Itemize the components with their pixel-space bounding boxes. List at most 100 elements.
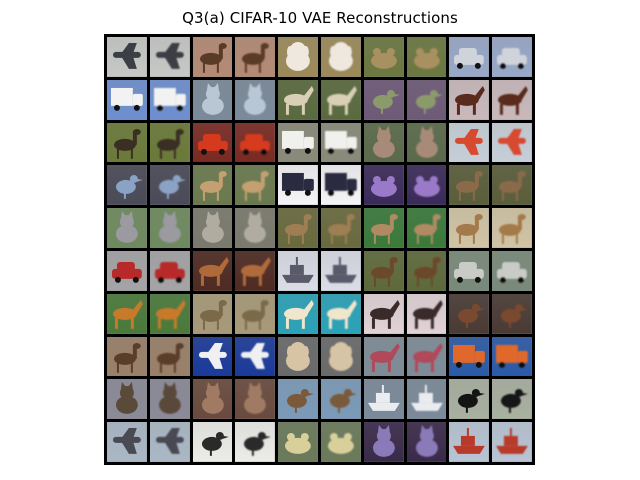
- reconstructed-image: [149, 336, 190, 377]
- original-image: [107, 336, 147, 377]
- original-image: [192, 379, 233, 420]
- reconstructed-image: [320, 37, 361, 77]
- original-image: [278, 79, 318, 120]
- original-image: [192, 250, 233, 291]
- reconstructed-image: [406, 79, 447, 120]
- original-image: [363, 37, 404, 77]
- original-image: [107, 122, 147, 163]
- original-image: [278, 422, 318, 462]
- reconstructed-image: [235, 379, 276, 420]
- reconstructed-image: [406, 208, 447, 248]
- original-image: [449, 336, 490, 377]
- reconstructed-image: [406, 336, 447, 377]
- original-image: [449, 250, 490, 291]
- reconstructed-image: [235, 208, 276, 248]
- original-image: [449, 422, 490, 462]
- reconstructed-image: [492, 79, 532, 120]
- reconstructed-image: [149, 250, 190, 291]
- original-image: [278, 37, 318, 77]
- original-image: [192, 336, 233, 377]
- reconstructed-image: [492, 336, 532, 377]
- original-image: [363, 165, 404, 206]
- original-image: [107, 422, 147, 462]
- reconstructed-image: [492, 379, 532, 420]
- reconstructed-image: [406, 422, 447, 462]
- original-image: [363, 208, 404, 248]
- reconstructed-image: [492, 122, 532, 163]
- reconstructed-image: [320, 250, 361, 291]
- original-image: [192, 37, 233, 77]
- reconstructed-image: [235, 336, 276, 377]
- original-image: [449, 122, 490, 163]
- reconstructed-image: [406, 122, 447, 163]
- figure-title: Q3(a) CIFAR-10 VAE Reconstructions: [182, 9, 458, 27]
- original-image: [449, 79, 490, 120]
- reconstructed-image: [149, 37, 190, 77]
- original-image: [192, 293, 233, 334]
- reconstructed-image: [492, 422, 532, 462]
- original-image: [363, 379, 404, 420]
- reconstructed-image: [235, 250, 276, 291]
- original-image: [107, 250, 147, 291]
- reconstructed-image: [149, 208, 190, 248]
- reconstructed-image: [320, 422, 361, 462]
- reconstructed-image: [235, 293, 276, 334]
- reconstructed-image: [149, 293, 190, 334]
- original-image: [449, 165, 490, 206]
- reconstructed-image: [320, 165, 361, 206]
- reconstructed-image: [320, 208, 361, 248]
- original-image: [363, 79, 404, 120]
- reconstructed-image: [320, 379, 361, 420]
- original-image: [192, 79, 233, 120]
- original-image: [107, 208, 147, 248]
- original-image: [192, 165, 233, 206]
- reconstructed-image: [235, 79, 276, 120]
- reconstructed-image: [320, 79, 361, 120]
- reconstructed-image: [235, 422, 276, 462]
- original-image: [363, 293, 404, 334]
- reconstructed-image: [406, 250, 447, 291]
- reconstructed-image: [320, 122, 361, 163]
- reconstructed-image: [149, 165, 190, 206]
- original-image: [278, 165, 318, 206]
- reconstructed-image: [406, 165, 447, 206]
- original-image: [278, 122, 318, 163]
- original-image: [449, 379, 490, 420]
- reconstructed-image: [320, 293, 361, 334]
- original-image: [192, 208, 233, 248]
- original-image: [278, 208, 318, 248]
- reconstructed-image: [492, 208, 532, 248]
- reconstructed-image: [235, 122, 276, 163]
- reconstructed-image: [492, 37, 532, 77]
- reconstructed-image: [406, 37, 447, 77]
- original-image: [363, 336, 404, 377]
- original-image: [107, 79, 147, 120]
- original-image: [278, 336, 318, 377]
- original-image: [107, 37, 147, 77]
- original-image: [107, 293, 147, 334]
- reconstructed-image: [492, 293, 532, 334]
- original-image: [363, 422, 404, 462]
- original-image: [192, 422, 233, 462]
- original-image: [449, 293, 490, 334]
- original-image: [278, 379, 318, 420]
- reconstructed-image: [149, 122, 190, 163]
- original-image: [107, 165, 147, 206]
- original-image: [278, 250, 318, 291]
- reconstructed-image: [406, 293, 447, 334]
- original-image: [363, 250, 404, 291]
- reconstruction-grid: [107, 37, 532, 462]
- reconstructed-image: [235, 37, 276, 77]
- reconstructed-image: [320, 336, 361, 377]
- reconstructed-image: [149, 79, 190, 120]
- original-image: [363, 122, 404, 163]
- reconstructed-image: [406, 379, 447, 420]
- reconstructed-image: [235, 165, 276, 206]
- original-image: [449, 208, 490, 248]
- reconstructed-image: [149, 379, 190, 420]
- original-image: [278, 293, 318, 334]
- original-image: [107, 379, 147, 420]
- original-image: [192, 122, 233, 163]
- original-image: [449, 37, 490, 77]
- reconstructed-image: [149, 422, 190, 462]
